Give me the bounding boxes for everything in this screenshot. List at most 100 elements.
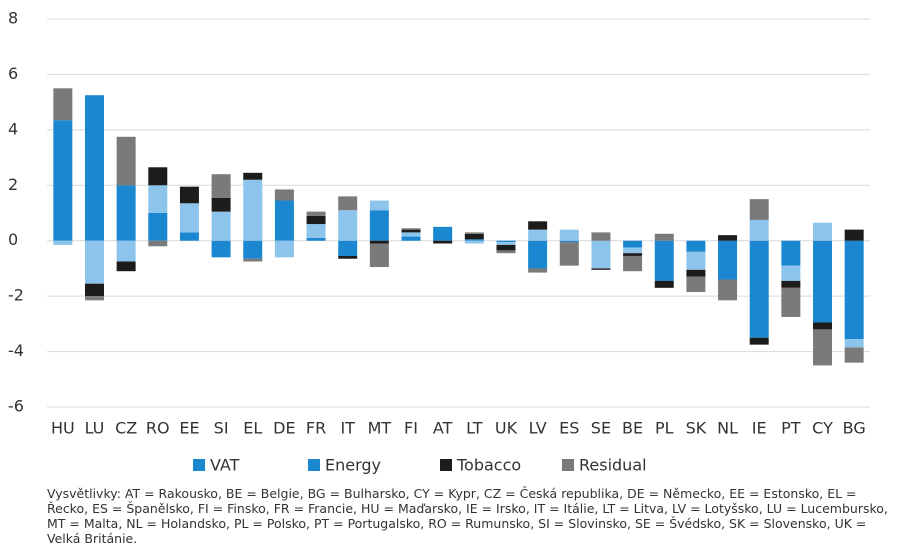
bar-segment [274,240,294,258]
y-tick-label: 0 [8,230,18,249]
bar-segment [243,179,263,241]
bar-segment [528,221,548,230]
bar-segment [433,240,453,244]
bar-segment [116,261,136,272]
bar-segment [496,244,516,251]
bar-segment [591,232,611,241]
y-tick-label: 6 [8,64,18,83]
bar-segment [306,224,326,238]
bar-segment [813,329,833,366]
bar-segment [813,322,833,330]
bar-segment [243,240,263,259]
x-tick-label: NL [717,419,738,438]
bar-segment [274,189,294,201]
bar-segment [749,240,769,338]
x-tick-label: EE [179,419,199,438]
bar-segment [528,268,548,273]
bar-segment [559,242,579,266]
bar-segment [686,251,706,270]
bar-segment [464,240,484,244]
bar-segment [844,229,864,241]
x-tick-label: ES [559,419,579,438]
bar-segment [686,240,706,252]
y-tick-label: -2 [8,286,24,305]
bar-segment [306,215,326,225]
bar-segment [116,240,136,262]
legend-swatch [562,459,574,471]
chart: -6 -4 -2 0 2 4 6 8 HU LU CZ RO EE SI EL DE FR IT MT FI AT LT U… [8,9,870,475]
bar-segment [84,283,104,297]
x-tick-label: UK [495,419,518,438]
legend-label: Energy [325,456,381,475]
y-tick-label: 2 [8,175,18,194]
x-tick-label: BG [843,419,866,438]
x-tick-label: SK [686,419,707,438]
bar-segment [401,228,421,230]
bar-segment [338,210,358,241]
bar-segment [53,240,73,245]
bar-segment [148,240,168,247]
y-tick-label: 4 [8,119,18,138]
x-tick-label: PT [781,419,801,438]
bar-segment [401,236,421,241]
bar-segment [813,240,833,323]
x-tick-label: FR [306,419,326,438]
bar-segment [148,213,168,241]
x-tick-label: EL [243,419,262,438]
bar-segment [116,136,136,186]
x-tick-label: BE [622,419,643,438]
bar-segment [369,210,389,241]
bar-segment [369,240,389,244]
bar-segment [528,240,548,269]
x-tick-label: CY [812,419,833,438]
bar-segment [148,185,168,213]
legend-swatch [193,459,205,471]
bar-segment [749,337,769,345]
bar-segment [559,240,579,243]
bar-segment [749,199,769,220]
bar-segment [781,240,801,266]
bar-segment [686,269,706,277]
bar-segment [718,279,738,301]
x-tick-label: AT [433,419,453,438]
bar-segment [53,120,73,241]
bar-segment [116,185,136,241]
legend-swatch [308,459,320,471]
bar-segment [179,232,199,241]
bar-segment [623,240,643,248]
bar-segment [243,258,263,262]
x-tick-label: PL [655,419,674,438]
legend-label: Residual [579,456,647,475]
bar-segment [84,240,104,284]
bar-segment [338,196,358,211]
legend-label: Tobacco [456,456,521,475]
x-tick-label: LU [85,419,105,438]
x-tick-label: RO [146,419,170,438]
bar-segment [654,233,674,241]
bar-segment [211,174,231,198]
bar-segment [559,229,579,241]
x-tick-label: LT [466,419,483,438]
bar-segment [338,240,358,256]
bar-segment [781,280,801,288]
bar-segment [306,211,326,216]
bar-segment [179,203,199,233]
bar-segment [464,233,484,240]
bar-segment [749,219,769,241]
x-tick-label: FI [404,419,418,438]
bar-segment [781,287,801,317]
bar-segment [844,339,864,348]
y-tick-label: -4 [8,341,24,360]
bar-segment [211,211,231,241]
x-tick-label: IE [752,419,767,438]
bar-segment [306,237,326,241]
bar-segment [528,229,548,241]
x-tick-label: CZ [115,419,137,438]
bar-segment [179,186,199,204]
bar-segment [84,296,104,301]
bar-segment [464,232,484,234]
bar-segment [401,229,421,233]
bar-segment [211,197,231,212]
bar-segment [464,239,484,241]
